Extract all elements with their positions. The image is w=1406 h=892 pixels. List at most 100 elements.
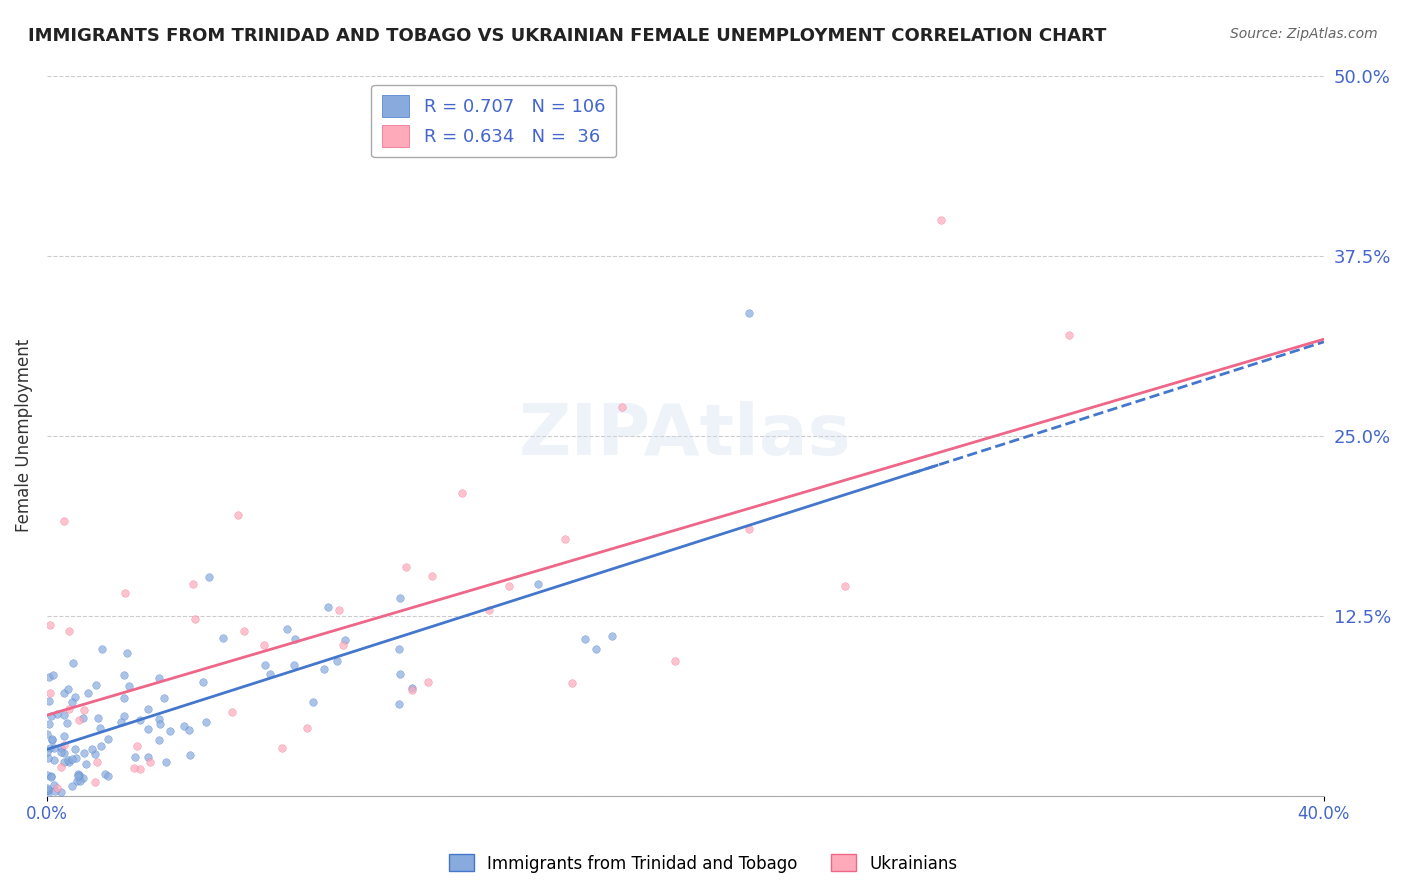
- Point: [67, 768, 90, 782]
- Point: [253, 638, 276, 652]
- Point: [60, 695, 83, 709]
- Point: [152, 690, 174, 705]
- Point: [49, 741, 72, 756]
- Point: [270, 741, 292, 756]
- Point: [52, 739, 75, 753]
- Point: [179, 748, 201, 763]
- Point: [112, 691, 135, 706]
- Point: [527, 577, 550, 591]
- Point: [35, 745, 58, 759]
- Point: [148, 712, 170, 726]
- Point: [39, 769, 62, 783]
- Point: [62, 656, 84, 670]
- Point: [84, 678, 107, 692]
- Point: [38, 717, 60, 731]
- Point: [128, 713, 150, 727]
- Point: [228, 508, 250, 522]
- Point: [86, 711, 108, 725]
- Point: [52, 514, 75, 528]
- Point: [58, 755, 80, 769]
- Point: [90, 642, 112, 657]
- Point: [97, 769, 120, 783]
- Point: [37, 783, 59, 797]
- Point: [73, 746, 96, 760]
- Point: [49, 760, 72, 774]
- Point: [49, 745, 72, 759]
- Point: [136, 722, 159, 736]
- Point: [53, 708, 76, 723]
- Point: [72, 710, 94, 724]
- Point: [173, 719, 195, 733]
- Point: [389, 666, 412, 681]
- Point: [179, 723, 201, 737]
- Point: [125, 739, 148, 754]
- Point: [35, 782, 58, 797]
- Point: [112, 667, 135, 681]
- Point: [52, 686, 75, 700]
- Point: [66, 769, 89, 783]
- Legend: Immigrants from Trinidad and Tobago, Ukrainians: Immigrants from Trinidad and Tobago, Ukr…: [441, 847, 965, 880]
- Point: [84, 747, 107, 762]
- Legend: R = 0.707   N = 106, R = 0.634   N =  36: R = 0.707 N = 106, R = 0.634 N = 36: [371, 85, 616, 158]
- Point: [42, 778, 65, 792]
- Point: [333, 633, 356, 648]
- Point: [1057, 327, 1080, 342]
- Point: [112, 709, 135, 723]
- Point: [76, 686, 98, 700]
- Point: [181, 577, 204, 591]
- Point: [129, 762, 152, 776]
- Point: [326, 654, 349, 668]
- Text: IMMIGRANTS FROM TRINIDAD AND TOBAGO VS UKRAINIAN FEMALE UNEMPLOYMENT CORRELATION: IMMIGRANTS FROM TRINIDAD AND TOBAGO VS U…: [28, 27, 1107, 45]
- Point: [283, 657, 305, 672]
- Point: [42, 741, 65, 756]
- Point: [56, 715, 79, 730]
- Point: [602, 629, 624, 643]
- Point: [738, 306, 761, 320]
- Point: [195, 714, 218, 729]
- Point: [49, 785, 72, 799]
- Point: [63, 742, 86, 756]
- Point: [328, 603, 350, 617]
- Point: [39, 741, 62, 756]
- Point: [37, 751, 59, 765]
- Point: [314, 662, 336, 676]
- Point: [37, 787, 59, 801]
- Point: [45, 781, 67, 796]
- Point: [38, 693, 60, 707]
- Point: [60, 779, 83, 793]
- Point: [395, 560, 418, 574]
- Point: [35, 781, 58, 796]
- Point: [738, 522, 761, 536]
- Point: [610, 400, 633, 414]
- Point: [418, 674, 440, 689]
- Point: [97, 731, 120, 746]
- Point: [39, 770, 62, 784]
- Point: [38, 669, 60, 683]
- Point: [60, 752, 83, 766]
- Point: [42, 668, 65, 682]
- Point: [66, 766, 89, 780]
- Point: [148, 733, 170, 747]
- Point: [65, 751, 87, 765]
- Point: [284, 632, 307, 646]
- Y-axis label: Female Unemployment: Female Unemployment: [15, 339, 32, 533]
- Point: [554, 532, 576, 546]
- Point: [84, 775, 107, 789]
- Point: [41, 733, 63, 747]
- Point: [56, 682, 79, 697]
- Point: [136, 702, 159, 716]
- Point: [302, 695, 325, 709]
- Point: [52, 755, 75, 769]
- Point: [574, 632, 596, 646]
- Point: [42, 752, 65, 766]
- Point: [451, 486, 474, 500]
- Point: [124, 750, 146, 764]
- Point: [35, 767, 58, 781]
- Point: [58, 702, 80, 716]
- Point: [86, 756, 108, 770]
- Point: [420, 568, 443, 582]
- Point: [148, 671, 170, 685]
- Point: [44, 784, 66, 798]
- Point: [46, 707, 69, 722]
- Point: [58, 624, 80, 639]
